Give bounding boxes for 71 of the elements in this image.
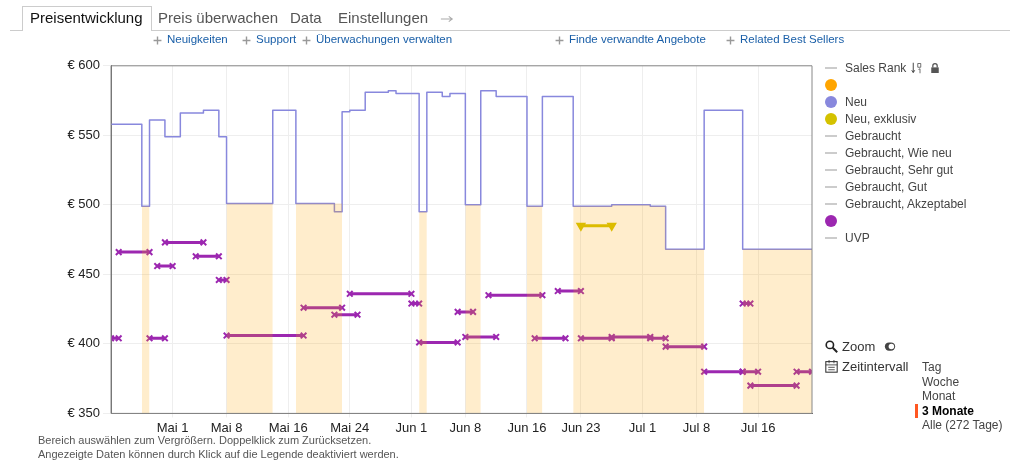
text: Angezeigte Daten können durch Klick auf die Legende deaktiviert werden.	[38, 448, 399, 460]
legend-label: Gebraucht, Akzeptabel	[845, 197, 967, 211]
text: Data	[290, 9, 322, 26]
text: Preis überwachen	[158, 9, 279, 26]
point	[738, 299, 747, 308]
y-tick-label: € 550	[67, 126, 100, 142]
point	[538, 291, 547, 300]
point	[407, 299, 416, 308]
point	[792, 381, 801, 390]
x-tick-label: Jun 8	[449, 419, 482, 435]
text: Zoom	[842, 339, 876, 354]
text: Neuigkeiten	[167, 33, 228, 45]
point	[168, 262, 177, 270]
legend-label: UVP	[845, 231, 870, 245]
point	[561, 334, 570, 343]
text: Preisentwicklung	[30, 9, 143, 26]
point	[746, 381, 755, 390]
point	[199, 238, 208, 247]
x-tick-label: Jul 8	[682, 419, 711, 435]
text: Support	[256, 33, 297, 45]
x-tick-label: Mai 1	[156, 419, 189, 435]
point	[145, 334, 154, 343]
point	[161, 334, 169, 343]
point	[792, 367, 801, 376]
legend-label: Neu	[845, 95, 868, 109]
point	[353, 310, 362, 319]
x-tick-label: Mai 16	[268, 419, 308, 435]
point	[114, 334, 123, 343]
text: Woche	[922, 374, 960, 389]
legend-label: Gebraucht, Wie neu	[845, 146, 952, 160]
point	[453, 338, 462, 347]
point	[407, 290, 416, 298]
point	[415, 338, 423, 347]
text: Einstellungen	[338, 9, 429, 26]
text: Überwachungen verwalten	[316, 33, 453, 45]
x-tick-label: Mai 8	[210, 419, 243, 435]
point	[345, 290, 354, 298]
text: Bereich auswählen zum Vergrößern. Doppelklick zum Zurücksetzen.	[38, 434, 372, 446]
point	[299, 303, 308, 312]
legend-label: Gebraucht, Sehr gut	[845, 163, 954, 177]
text: Related Best Sellers	[740, 33, 845, 45]
y-tick-label: € 350	[67, 404, 100, 420]
y-tick-label: € 400	[67, 335, 100, 351]
point	[338, 303, 346, 312]
point	[299, 331, 308, 340]
point	[754, 367, 762, 376]
x-tick-label: Jun 23	[561, 419, 601, 435]
x-tick-label: Mai 24	[330, 419, 370, 435]
text: Monat	[922, 389, 956, 403]
y-tick-label: € 450	[67, 265, 100, 281]
point	[145, 248, 154, 256]
point	[222, 331, 231, 340]
text: 3 Monate	[922, 403, 975, 418]
legend-label: Gebraucht	[845, 129, 902, 143]
point	[330, 310, 339, 319]
text: Finde verwandte Angebote	[569, 33, 706, 45]
y-tick-label: € 600	[67, 57, 100, 73]
point	[484, 291, 493, 300]
x-tick-label: Jul 16	[740, 419, 776, 435]
x-tick-label: Jun 1	[395, 419, 428, 435]
point	[746, 299, 755, 308]
x-tick-label: Jul 1	[628, 419, 657, 435]
text: Zeitintervall	[842, 359, 909, 374]
legend-label: Sales Rank	[845, 61, 907, 75]
text: Alle (272 Tage)	[922, 418, 1003, 432]
legend-label: Neu, exklusiv	[845, 112, 917, 126]
point	[530, 334, 539, 343]
x-tick-label: Jun 16	[507, 419, 547, 435]
text: Tag	[922, 360, 942, 374]
y-tick-label: € 500	[67, 196, 100, 212]
legend-label: Gebraucht, Gut	[845, 180, 928, 194]
